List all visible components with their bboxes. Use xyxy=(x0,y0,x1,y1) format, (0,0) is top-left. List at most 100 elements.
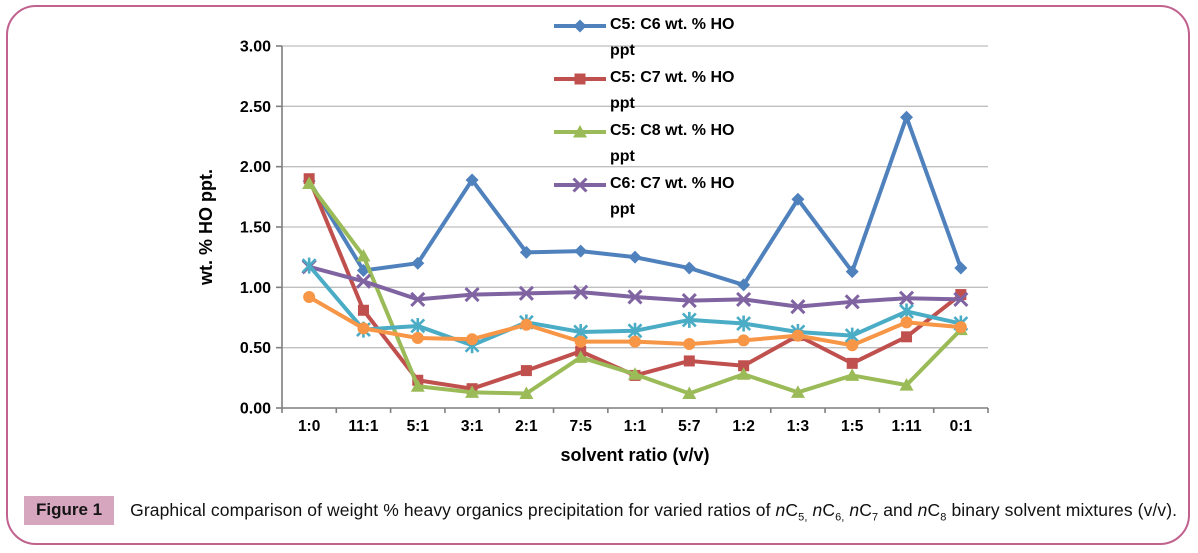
triangle-marker xyxy=(302,176,317,190)
asterisk-marker xyxy=(301,257,317,274)
circle-marker xyxy=(791,329,804,342)
series-6 xyxy=(303,290,967,352)
diamond-marker xyxy=(628,250,642,264)
caption-text: Graphical comparison of weight % heavy o… xyxy=(130,496,1177,524)
triangle-marker xyxy=(519,386,534,400)
square-marker xyxy=(738,360,750,372)
caption-subscript: 7 xyxy=(872,511,879,524)
caption-segment: binary solvent mixtures (v/v). xyxy=(946,500,1178,520)
x-tick-label: 0:1 xyxy=(950,418,973,435)
y-tick-label: 0.00 xyxy=(240,401,271,418)
triangle-marker xyxy=(628,367,642,380)
legend-item-2: C5: C7 wt. % HO ppt xyxy=(552,65,734,117)
caption-segment: Graphical comparison of weight % heavy o… xyxy=(130,500,776,520)
caption-segment: C xyxy=(859,500,873,520)
diamond-marker xyxy=(737,278,751,292)
x-marker xyxy=(573,284,589,300)
diamond-marker xyxy=(465,173,479,187)
square-marker xyxy=(520,365,532,377)
triangle-marker xyxy=(899,378,914,391)
x-marker xyxy=(953,291,969,307)
chart-legend: C5: C6 wt. % HO ppt C5: C7 wt. % HO ppt C5… xyxy=(552,12,734,224)
square-marker xyxy=(901,331,913,343)
legend-label: C5: C8 wt. % HO ppt xyxy=(610,122,735,165)
diamond-marker xyxy=(845,265,859,279)
caption-subscript: 6, xyxy=(835,511,845,524)
y-tick-label: 3.00 xyxy=(240,39,271,56)
x-marker xyxy=(410,291,426,307)
figure-border xyxy=(6,5,1190,545)
legend-x-marker-icon xyxy=(554,177,606,193)
circle-marker xyxy=(303,290,316,303)
square-marker xyxy=(955,289,967,301)
x-tick-label: 1:0 xyxy=(298,418,320,435)
caption-segment: C xyxy=(822,500,836,520)
y-tick-label: 1.00 xyxy=(240,280,271,297)
square-marker xyxy=(574,73,586,85)
asterisk-marker xyxy=(681,311,697,328)
diamond-marker xyxy=(954,261,968,275)
series-4-C6 xyxy=(301,259,969,315)
diamond-marker xyxy=(356,263,370,277)
circle-marker xyxy=(357,322,370,335)
legend-item-4: C6: C7 wt. % HO ppt xyxy=(552,171,734,223)
x-tick-label: 1:11 xyxy=(891,418,922,435)
circle-marker xyxy=(846,339,859,352)
diamond-marker xyxy=(573,19,587,33)
circle-marker xyxy=(629,335,641,348)
legend-label: C5: C6 wt. % HO ppt xyxy=(610,16,735,59)
x-tick-label: 1:2 xyxy=(732,418,754,435)
caption-segment: and xyxy=(878,500,918,520)
caption-segment: n xyxy=(917,500,928,520)
circle-marker xyxy=(411,332,424,345)
legend-item-3: C5: C8 wt. % HO ppt xyxy=(552,118,734,170)
diamond-marker xyxy=(900,110,914,124)
circle-marker xyxy=(954,321,967,334)
diamond-marker xyxy=(791,192,805,206)
triangle-marker xyxy=(736,367,751,380)
x-tick-label: 7:5 xyxy=(569,418,592,435)
y-tick-label: 2.50 xyxy=(240,99,271,116)
x-tick-label: 1:1 xyxy=(624,418,647,435)
legend-label: C6: C7 wt. % HO ppt xyxy=(610,175,735,218)
triangle-marker xyxy=(356,248,371,262)
x-tick-label: 5:7 xyxy=(678,418,700,435)
x-tick-label: 1:5 xyxy=(841,418,864,435)
caption-segment: C xyxy=(927,500,941,520)
x-tick-label: 5:1 xyxy=(407,418,430,435)
square-marker xyxy=(846,357,858,369)
x-marker xyxy=(627,289,643,305)
x-tick-label: 2:1 xyxy=(515,418,538,435)
y-tick-label: 0.50 xyxy=(240,340,271,357)
y-tick-label: 1.50 xyxy=(240,220,271,237)
caption-segment: n xyxy=(849,500,860,520)
x-marker xyxy=(518,285,534,301)
x-marker xyxy=(464,287,480,303)
chart-area: 0.00 0.50 1.00 1.50 2.00 2.50 3.00 1:0 11:1 5:1 3:… xyxy=(186,22,996,492)
asterisk-marker xyxy=(736,315,752,332)
triangle-marker xyxy=(682,386,697,400)
caption-segment: n xyxy=(775,500,786,520)
circle-marker xyxy=(574,335,587,348)
x-tick-label: 11:1 xyxy=(348,418,379,435)
triangle-marker xyxy=(465,385,480,398)
triangle-marker xyxy=(573,125,587,138)
triangle-marker xyxy=(790,385,805,398)
x-axis-title: solvent ratio (v/v) xyxy=(560,445,709,465)
x-marker xyxy=(898,290,915,306)
legend-item-1: C5: C6 wt. % HO ppt xyxy=(552,12,734,64)
caption-subscript: 8 xyxy=(940,511,947,524)
x-marker xyxy=(736,291,752,307)
series-1-C5 xyxy=(302,110,968,292)
legend-label: C5: C7 wt. % HO ppt xyxy=(610,69,735,112)
triangle-marker xyxy=(410,379,425,392)
x-marker xyxy=(681,293,697,309)
x-marker xyxy=(790,299,806,315)
x-tick-label: 3:1 xyxy=(461,418,484,435)
diamond-marker xyxy=(682,261,696,275)
triangle-marker xyxy=(573,350,588,363)
x-marker xyxy=(844,294,860,310)
legend-square-marker-icon xyxy=(554,73,606,85)
asterisk-marker xyxy=(410,317,426,334)
circle-marker xyxy=(900,316,913,329)
